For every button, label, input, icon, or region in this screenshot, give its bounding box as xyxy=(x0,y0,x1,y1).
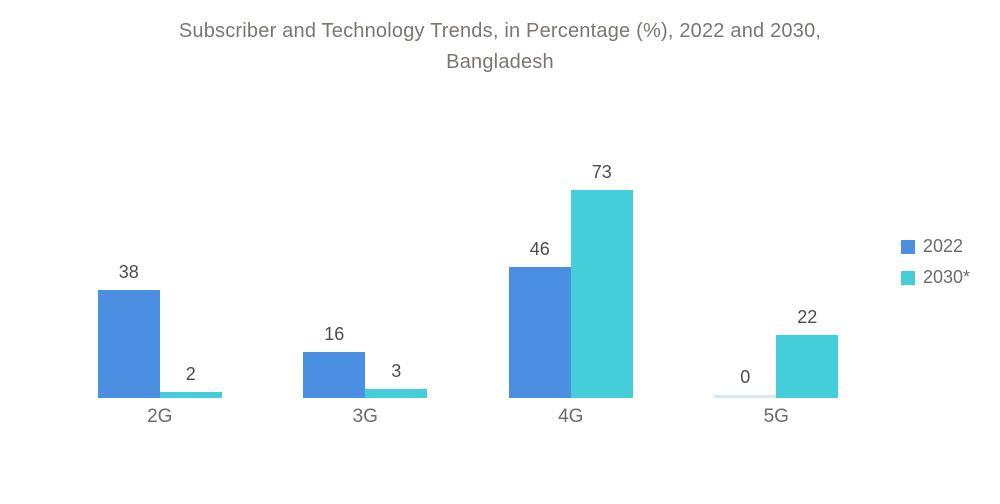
legend-label: 2022 xyxy=(923,236,964,256)
bar-wrap-2030-2g: 2 xyxy=(159,364,222,398)
plot-area: 38 2 16 3 46 73 0 22 xyxy=(57,138,879,398)
bar-wrap-2022-5g: 0 xyxy=(714,367,777,398)
legend-swatch-icon xyxy=(901,239,915,254)
bar-2030-5g[interactable] xyxy=(776,335,839,398)
chart-title-line-1: Subscriber and Technology Trends, in Per… xyxy=(178,20,822,42)
bar-group-4g: 46 73 xyxy=(468,138,674,398)
bar-2022-5g[interactable] xyxy=(714,395,777,398)
legend-item-2022[interactable]: 2022 xyxy=(901,236,970,257)
bar-wrap-2022-3g: 16 xyxy=(303,324,366,398)
legend: 2022 2030* xyxy=(901,236,970,298)
bar-2022-2g[interactable] xyxy=(97,289,160,398)
bar-value-label: 0 xyxy=(740,367,751,387)
bar-wrap-2022-4g: 46 xyxy=(508,238,571,398)
bar-2022-4g[interactable] xyxy=(508,266,571,398)
bar-wrap-2030-4g: 73 xyxy=(570,161,633,398)
bar-value-label: 73 xyxy=(591,161,612,182)
bar-2030-4g[interactable] xyxy=(570,189,633,398)
bar-group-3g: 16 3 xyxy=(263,138,469,398)
legend-swatch-icon xyxy=(901,270,915,285)
bar-value-label: 38 xyxy=(118,261,139,282)
bar-value-label: 2 xyxy=(185,364,196,385)
bar-wrap-2030-3g: 3 xyxy=(365,361,428,398)
bar-value-label: 16 xyxy=(324,324,345,345)
bar-2030-2g[interactable] xyxy=(159,392,222,398)
legend-label: 2030* xyxy=(923,267,971,287)
bar-value-label: 3 xyxy=(391,361,402,382)
bar-value-label: 22 xyxy=(797,307,818,328)
bar-group-5g: 0 22 xyxy=(674,138,880,398)
x-axis-label-4g: 4G xyxy=(558,406,584,427)
legend-item-2030[interactable]: 2030* xyxy=(901,267,970,288)
bar-group-2g: 38 2 xyxy=(57,138,263,398)
x-axis-label-3g: 3G xyxy=(352,406,378,427)
x-axis: 2G 3G 4G 5G xyxy=(57,406,879,428)
bar-wrap-2030-5g: 22 xyxy=(776,307,839,398)
bar-2022-3g[interactable] xyxy=(303,352,366,398)
chart-title-line-2: Bangladesh xyxy=(446,51,554,73)
bar-value-label: 46 xyxy=(529,238,550,259)
bar-wrap-2022-2g: 38 xyxy=(97,261,160,398)
x-axis-label-2g: 2G xyxy=(147,406,173,427)
x-axis-label-5g: 5G xyxy=(763,406,789,427)
chart-title: Subscriber and Technology Trends, in Per… xyxy=(0,16,1000,78)
bar-2030-3g[interactable] xyxy=(365,389,428,398)
